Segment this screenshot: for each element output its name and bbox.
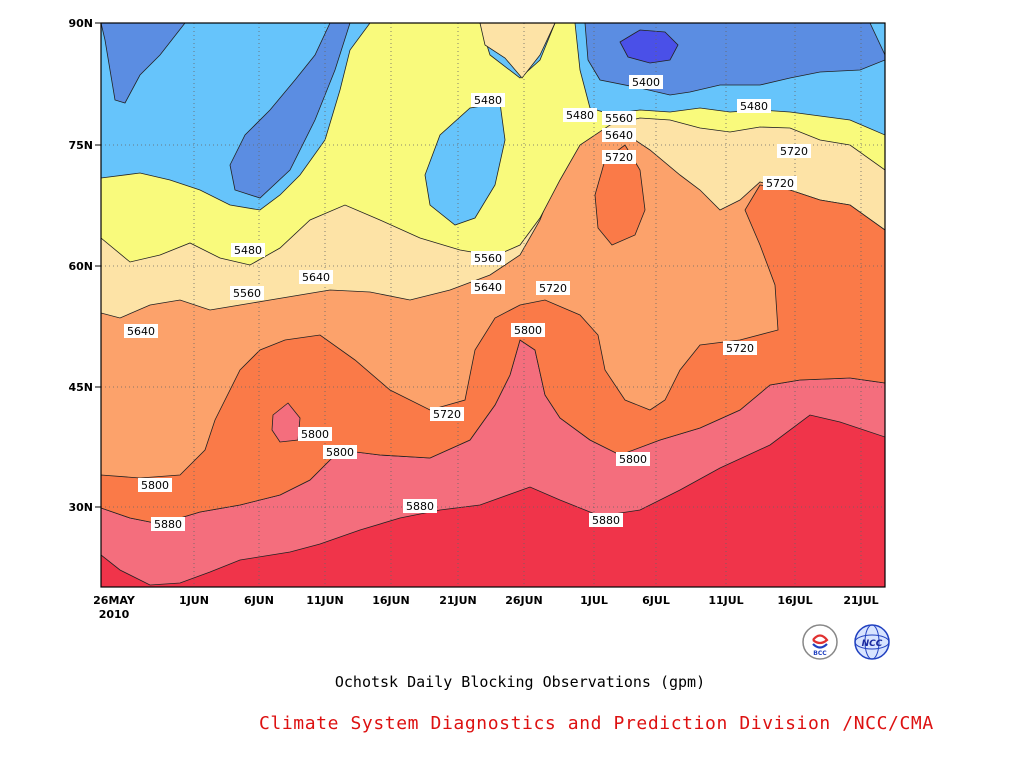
grid — [101, 23, 885, 587]
y-tick-label: 60N — [68, 260, 93, 273]
svg-text:5880: 5880 — [592, 514, 620, 527]
x-tick-label: 6JUL — [642, 594, 670, 607]
svg-text:5640: 5640 — [302, 271, 330, 284]
svg-text:BCC: BCC — [813, 650, 827, 657]
svg-text:5480: 5480 — [566, 109, 594, 122]
contour-label: 5400 — [629, 75, 663, 89]
svg-text:5640: 5640 — [474, 281, 502, 294]
svg-text:5720: 5720 — [780, 145, 808, 158]
y-tick-label: 45N — [68, 381, 93, 394]
island-5480-mid — [424, 102, 506, 226]
bcc-logo-icon: BCC — [802, 624, 838, 660]
contour-label: 5880 — [403, 499, 437, 513]
svg-text:5800: 5800 — [619, 453, 647, 466]
svg-text:5560: 5560 — [474, 252, 502, 265]
contour-label: 5560 — [602, 111, 636, 125]
svg-text:5640: 5640 — [605, 129, 633, 142]
y-axis: 90N 75N 60N 45N 30N — [68, 17, 101, 514]
svg-text:5560: 5560 — [233, 287, 261, 300]
contour-label: 5800 — [511, 323, 545, 337]
contour-label: 5640 — [124, 324, 158, 338]
contour-label: 5800 — [323, 445, 357, 459]
x-tick-label: 21JUL — [843, 594, 878, 607]
contour-label: 5560 — [471, 251, 505, 265]
contour-label: 5800 — [138, 478, 172, 492]
contour-label: 5880 — [151, 517, 185, 531]
svg-text:5800: 5800 — [301, 428, 329, 441]
svg-text:5720: 5720 — [726, 342, 754, 355]
svg-text:5720: 5720 — [433, 408, 461, 421]
contour-label: 5720 — [536, 281, 570, 295]
contour-fills — [101, 23, 885, 587]
x-year-label: 2010 — [99, 608, 130, 621]
contour-label: 5560 — [230, 286, 264, 300]
svg-text:5480: 5480 — [740, 100, 768, 113]
svg-text:5880: 5880 — [154, 518, 182, 531]
chart-title: Ochotsk Daily Blocking Observations (gpm… — [334, 673, 706, 691]
svg-text:5640: 5640 — [127, 325, 155, 338]
x-tick-label: 21JUN — [439, 594, 477, 607]
contour-label: 5720 — [602, 150, 636, 164]
y-tick-label: 75N — [68, 139, 93, 152]
x-tick-label: 26JUN — [505, 594, 543, 607]
svg-text:5800: 5800 — [514, 324, 542, 337]
credit-line: Climate System Diagnostics and Predictio… — [259, 713, 934, 734]
svg-text:5800: 5800 — [141, 479, 169, 492]
contour-label: 5720 — [777, 144, 811, 158]
svg-text:5480: 5480 — [474, 94, 502, 107]
svg-text:NCC: NCC — [862, 639, 883, 649]
contour-labels: 5400 5480 5480 5480 5480 5560 5560 5560 5640 5640… — [124, 75, 811, 531]
svg-text:5720: 5720 — [539, 282, 567, 295]
contour-label: 5800 — [298, 427, 332, 441]
x-tick-label: 11JUL — [708, 594, 743, 607]
y-tick-label: 90N — [68, 17, 93, 30]
contour-label: 5480 — [231, 243, 265, 257]
y-tick-label: 30N — [68, 501, 93, 514]
contour-label: 5640 — [299, 270, 333, 284]
band-5400-low — [619, 29, 679, 64]
contour-label: 5720 — [763, 176, 797, 190]
svg-text:5400: 5400 — [632, 76, 660, 89]
contour-label: 5480 — [737, 99, 771, 113]
agency-logos: BCC NCC — [802, 624, 890, 660]
x-tick-label: 6JUN — [244, 594, 274, 607]
svg-text:5560: 5560 — [605, 112, 633, 125]
contour-label: 5640 — [471, 280, 505, 294]
contour-label: 5480 — [471, 93, 505, 107]
ncc-logo-icon: NCC — [854, 624, 890, 660]
contour-label: 5720 — [723, 341, 757, 355]
x-tick-label: 16JUL — [777, 594, 812, 607]
svg-text:5720: 5720 — [766, 177, 794, 190]
contour-label: 5480 — [563, 108, 597, 122]
x-tick-label: 16JUN — [372, 594, 410, 607]
x-tick-label: 1JUL — [580, 594, 608, 607]
plot-frame — [100, 22, 886, 588]
x-tick-label: 11JUN — [306, 594, 344, 607]
x-axis: 26MAY 1JUN 6JUN 11JUN 16JUN 21JUN 26JUN … — [93, 594, 879, 621]
contour-label: 5880 — [589, 513, 623, 527]
contour-label: 5640 — [602, 128, 636, 142]
contour-label: 5720 — [430, 407, 464, 421]
x-tick-label: 26MAY — [93, 594, 136, 607]
contour-label: 5800 — [616, 452, 650, 466]
svg-text:5480: 5480 — [234, 244, 262, 257]
band-5480b — [229, 23, 351, 199]
svg-text:5800: 5800 — [326, 446, 354, 459]
svg-text:5880: 5880 — [406, 500, 434, 513]
x-tick-label: 1JUN — [179, 594, 209, 607]
band-5480 — [101, 23, 186, 104]
island-5560-top — [479, 23, 556, 79]
svg-text:5720: 5720 — [605, 151, 633, 164]
